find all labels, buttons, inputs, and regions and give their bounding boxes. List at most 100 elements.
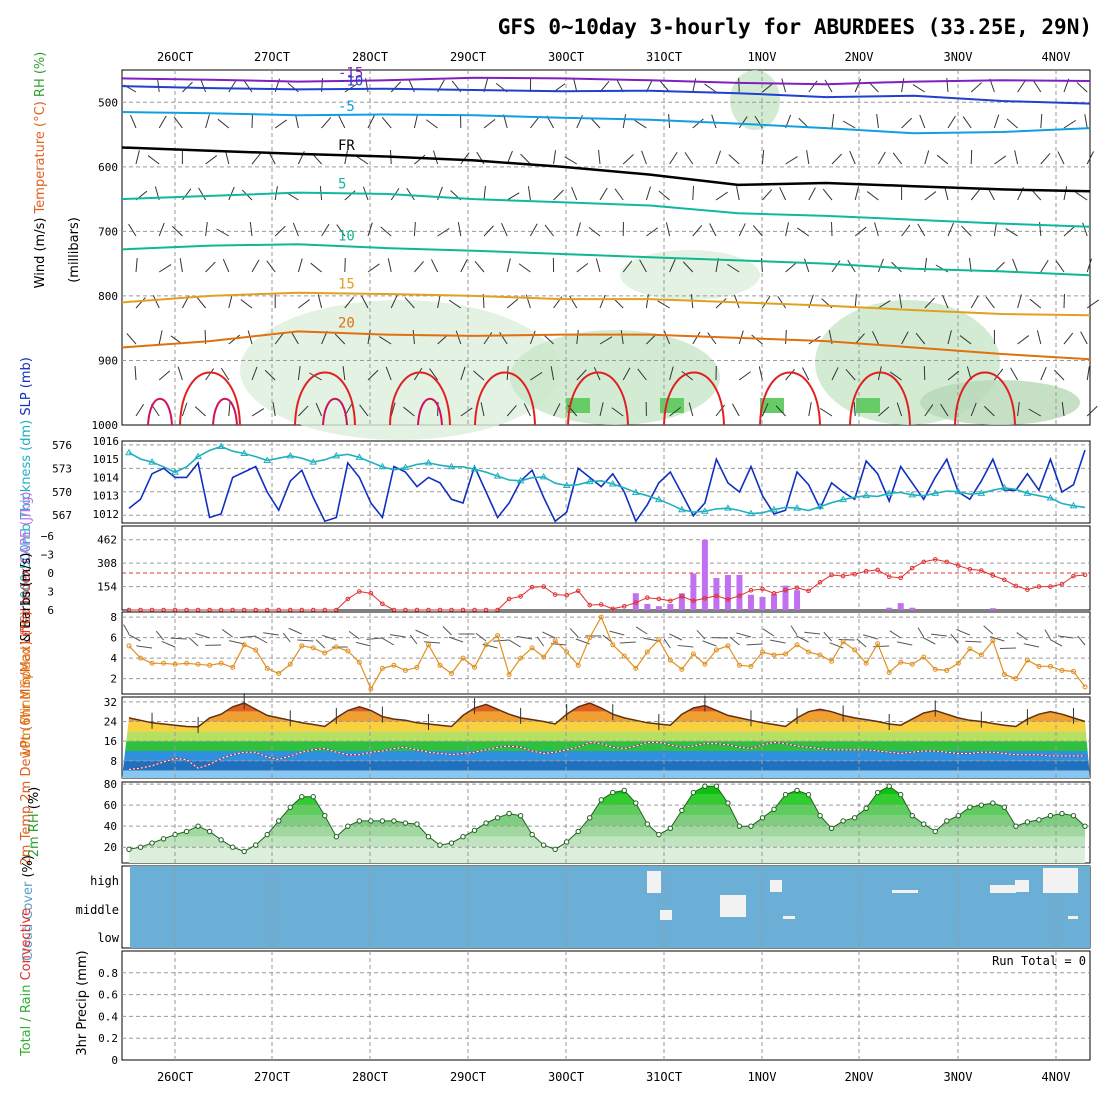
cape-panel: −6 −3 0 3 6 154 308 462 Lifted Index CAPE (J/kg… — [19, 492, 1091, 645]
thickness-marker — [447, 462, 456, 470]
cape-tick: 462 — [97, 534, 117, 547]
temp-band — [122, 751, 1090, 761]
rh-marker — [126, 846, 132, 853]
li-marker — [979, 568, 984, 573]
rh-marker — [517, 812, 524, 819]
wind-speed-marker — [967, 646, 973, 652]
thickness-marker — [148, 458, 156, 465]
wind-barb — [696, 630, 706, 640]
axis-label-part: Cloud Cover — [21, 878, 36, 961]
wind-barb — [822, 188, 833, 201]
wind-barb — [135, 258, 138, 273]
wind-barb — [970, 188, 981, 201]
slp-tick: 1013 — [93, 490, 120, 503]
wind-barb — [483, 332, 493, 345]
wind-barb — [831, 153, 843, 165]
wind-speed-marker — [852, 647, 858, 653]
wind-barb — [205, 261, 216, 273]
wind-barb — [854, 294, 857, 309]
temp-contour-25 — [179, 371, 241, 426]
wind-barb — [1086, 299, 1099, 309]
wind-barb — [297, 258, 303, 273]
cloud-gap — [770, 880, 782, 892]
wind-barb — [824, 79, 833, 93]
temp-band — [122, 741, 1090, 751]
wind-barb — [785, 368, 795, 381]
wind-barb — [645, 186, 651, 201]
rh-marker — [932, 828, 938, 835]
wind-barb — [170, 637, 187, 640]
wind-barb — [460, 366, 466, 381]
rh-marker — [264, 831, 270, 838]
rh-tick: 40 — [104, 820, 117, 833]
contour-label: -5 — [338, 99, 355, 115]
rh-marker — [506, 810, 512, 817]
panel-frame — [121, 525, 1091, 611]
pressure-tick: 900 — [98, 354, 118, 367]
wind-barb — [692, 224, 703, 237]
wind-barb — [550, 366, 555, 381]
contour-label: 15 — [338, 277, 355, 293]
wind-barb — [493, 639, 510, 642]
rh-marker — [874, 789, 881, 796]
wind-barb — [158, 330, 163, 345]
bottom-date-label: 3NOV — [944, 1070, 973, 1084]
li-marker — [575, 588, 581, 594]
wind-speed-marker — [391, 662, 397, 668]
temp-contour — [121, 330, 1091, 361]
wind-barb — [1080, 331, 1088, 345]
cloud-row-label: middle — [76, 903, 119, 917]
wind-barb — [917, 627, 925, 638]
rh-marker — [299, 794, 305, 800]
wind-barb — [915, 332, 926, 345]
wind-barb — [274, 225, 286, 237]
wind-barb — [506, 258, 511, 273]
wind-barb — [931, 633, 947, 637]
wind-barb — [1063, 332, 1074, 345]
upper-air-panel: 500 600 700 800 900 1000 -15-10 -5 FR 5 10 15 20 Win… — [33, 52, 1099, 440]
cloud-gap — [990, 885, 1016, 893]
wind-barb — [956, 629, 971, 636]
wind-barb — [993, 114, 1000, 129]
wind-barb — [1012, 258, 1019, 273]
li-marker — [380, 601, 385, 607]
thickness-marker — [608, 479, 617, 487]
wind-barb — [863, 634, 878, 640]
li-marker — [990, 573, 996, 578]
li-marker — [875, 567, 880, 573]
thickness-marker — [793, 504, 801, 511]
wind-barb — [523, 403, 531, 417]
li-marker — [737, 593, 742, 599]
contour-label: 10 — [338, 228, 355, 244]
wind-barb — [1063, 226, 1075, 237]
wind-speed-marker — [736, 662, 742, 668]
wind-barb — [889, 630, 901, 639]
rh-marker — [229, 844, 236, 850]
wind-barb — [877, 151, 886, 165]
wind-speed-marker — [126, 643, 132, 649]
thickness-marker — [1023, 489, 1032, 496]
top-date-label: 4NOV — [1042, 50, 1071, 64]
wind-barb — [356, 155, 369, 165]
li-marker — [863, 568, 869, 574]
bottom-date-label: 29OCT — [450, 1070, 486, 1084]
wind-barb — [158, 115, 167, 129]
wind-barb — [622, 367, 631, 381]
rh-marker — [563, 839, 570, 845]
wind-barb — [414, 261, 424, 273]
bottom-date-label: 28OCT — [352, 1070, 388, 1084]
bottom-date-label: 4NOV — [1042, 1070, 1071, 1084]
wind-barb — [437, 294, 441, 309]
wind-barb — [808, 187, 816, 201]
wind-barb — [460, 152, 470, 165]
wind-barb — [381, 637, 395, 646]
thickness-marker — [677, 505, 686, 513]
cape-bar — [794, 590, 801, 610]
cloud-gap — [647, 871, 661, 893]
wind-barb — [889, 371, 902, 381]
wind-barb — [677, 644, 694, 648]
wind-barb — [1017, 80, 1026, 93]
wind-speed-marker — [564, 649, 570, 655]
axis-label: Lifted Index CAPE (J/kg) — [19, 492, 34, 645]
axis-label-part: RH (%) — [33, 52, 48, 97]
